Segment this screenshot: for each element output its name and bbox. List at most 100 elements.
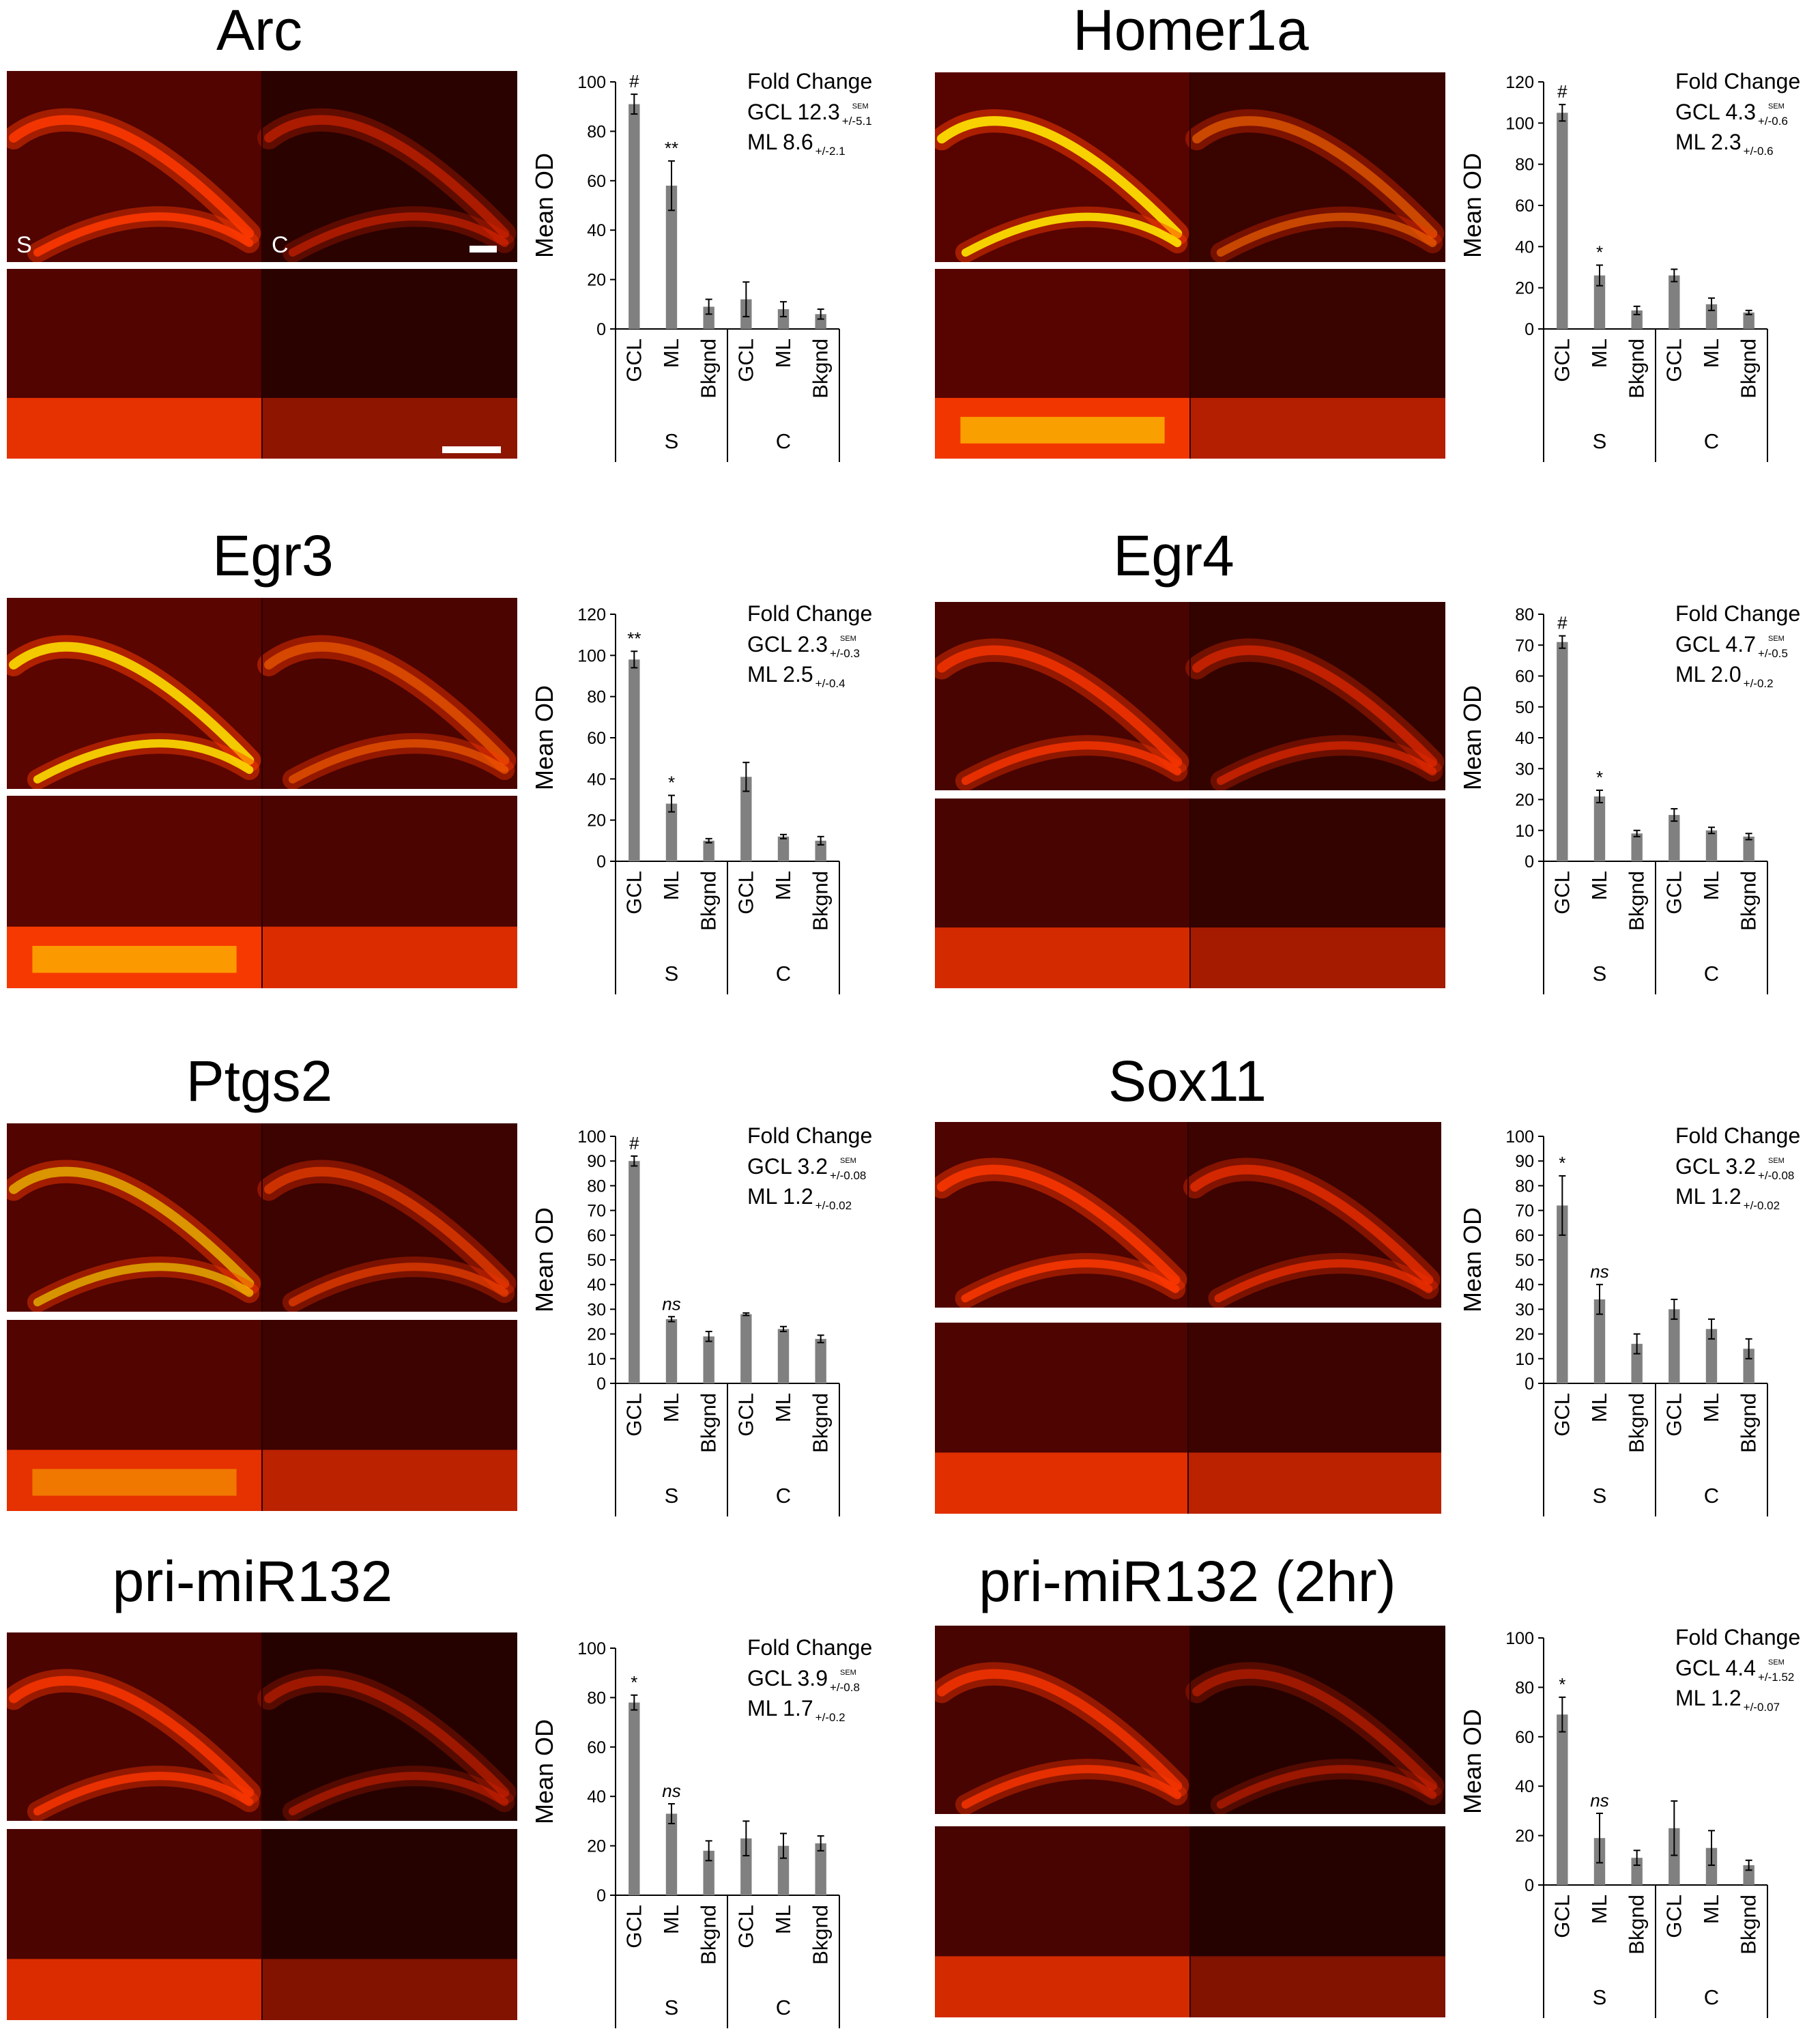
sem-label: SEM	[1768, 102, 1785, 111]
category-label: Bkgnd	[1625, 1393, 1649, 1453]
panel-title-pri-mir132-2hr: pri-miR132 (2hr)	[979, 1549, 1396, 1613]
category-label: ML	[771, 1905, 795, 1934]
bar	[815, 1843, 826, 1895]
category-label: ML	[1587, 339, 1611, 368]
category-label: GCL	[622, 871, 646, 915]
bar	[815, 1338, 826, 1383]
fold-change-sem: +/-0.07	[1744, 1701, 1780, 1714]
y-tick-label: 120	[1505, 73, 1534, 92]
stimulated-half	[7, 1123, 262, 1312]
y-tick-label: 30	[1515, 1300, 1534, 1319]
upper-blade	[937, 1669, 1183, 1791]
upper-blade	[937, 116, 1183, 239]
group-label: S	[665, 1996, 679, 2019]
category-label: ML	[1699, 871, 1723, 900]
fold-change-value: GCL 4.4	[1675, 1656, 1756, 1680]
significance-marker: #	[1557, 81, 1568, 102]
granule-cell-band	[7, 398, 262, 459]
micrograph-canvas	[7, 269, 517, 459]
category-label: GCL	[1662, 871, 1686, 915]
panel-title-ptgs2: Ptgs2	[186, 1049, 333, 1113]
y-tick-label: 100	[577, 1127, 606, 1147]
bar	[777, 1329, 790, 1383]
tissue-background	[262, 269, 517, 459]
stimulated-half	[935, 602, 1190, 790]
fold-change-heading: Fold Change	[1675, 601, 1800, 626]
hot-spot-band	[32, 1469, 237, 1496]
fold-change-heading: Fold Change	[747, 1123, 872, 1148]
category-label: GCL	[1662, 1895, 1686, 1938]
y-tick-label: 10	[1515, 1350, 1534, 1369]
lower-blade	[33, 739, 254, 783]
upper-blade	[1192, 116, 1438, 239]
fold-change-value: GCL 3.9	[747, 1666, 828, 1690]
micrograph-egr3-zoom	[7, 796, 517, 988]
category-label: Bkgnd	[697, 339, 721, 399]
y-tick-label: 20	[1515, 1325, 1534, 1344]
y-tick-label: 100	[1505, 1127, 1534, 1147]
category-label: GCL	[734, 1905, 757, 1948]
micrograph-pri-mir132-zoom	[7, 1829, 517, 2020]
category-label: ML	[659, 871, 683, 900]
fold-change-heading: Fold Change	[747, 601, 872, 626]
granule-cell-band	[935, 927, 1190, 988]
chart-svg: Mean OD 0 20 40 60 80 100 120 ** GCL * ML Bkgnd GCL ML…	[530, 601, 872, 994]
control-half	[257, 71, 517, 262]
y-tick-label: 0	[1525, 852, 1534, 872]
upper-blade	[937, 1164, 1181, 1285]
fold-change-sem: +/-0.5	[1758, 647, 1788, 660]
upper-blade	[264, 1675, 510, 1798]
y-tick-label: 100	[1505, 1629, 1534, 1648]
upper-blade	[9, 1675, 255, 1798]
stimulated-half	[935, 1826, 1190, 2017]
y-tick-label: 40	[1515, 1777, 1534, 1796]
bar	[740, 1838, 752, 1895]
y-tick-label: 90	[1515, 1152, 1534, 1171]
category-label: Bkgnd	[1625, 339, 1649, 399]
significance-marker: ns	[1590, 1790, 1608, 1811]
upper-blade	[264, 642, 510, 765]
tissue-background	[1190, 1826, 1445, 2017]
fold-change-heading: Fold Change	[747, 69, 872, 93]
category-label: Bkgnd	[697, 1905, 721, 1965]
y-tick-label: 50	[587, 1251, 606, 1270]
bar	[1557, 113, 1568, 329]
micrograph-pri-mir132-overview	[7, 1632, 517, 1821]
lower-blade	[288, 739, 509, 783]
y-tick-label: 100	[577, 1639, 606, 1658]
fold-change-heading: Fold Change	[747, 1635, 872, 1660]
significance-marker: *	[1559, 1674, 1565, 1695]
micrograph-ptgs2-overview	[7, 1123, 517, 1312]
stimulated-half	[935, 72, 1190, 262]
group-label: S	[665, 1484, 679, 1508]
bar	[703, 1850, 714, 1895]
scale-bar	[442, 446, 501, 453]
sem-label: SEM	[840, 1157, 856, 1165]
sem-label: SEM	[1768, 1157, 1785, 1165]
micrograph-ptgs2-zoom	[7, 1320, 517, 1511]
micrograph-egr3-overview	[7, 598, 517, 789]
control-half	[257, 1632, 517, 1821]
control-half	[1183, 1122, 1441, 1308]
y-tick-label: 40	[1515, 237, 1534, 257]
lower-blade	[33, 212, 254, 257]
significance-marker: #	[629, 71, 639, 91]
category-label: Bkgnd	[1737, 1393, 1761, 1453]
tissue-background	[262, 1829, 517, 2020]
micrograph-homer1a-overview	[935, 72, 1445, 262]
bar	[703, 840, 714, 861]
bar	[815, 314, 826, 329]
stimulated-half	[935, 269, 1190, 459]
bar	[629, 659, 640, 861]
bar	[1743, 836, 1754, 861]
micrograph-pri-mir132-2hr-zoom	[935, 1826, 1445, 2017]
micrograph-canvas	[935, 602, 1445, 790]
y-tick-label: 80	[1515, 156, 1534, 175]
sem-label: SEM	[840, 1669, 856, 1677]
fold-change-value: GCL 12.3	[747, 100, 840, 124]
fold-change-sem: +/-0.4	[815, 677, 846, 690]
bar-chart-homer1a: Mean OD 0 20 40 60 80 100 120 # GCL * ML Bkgnd GCL ML B…	[1447, 68, 1820, 478]
lower-blade	[961, 212, 1182, 257]
bar	[1593, 796, 1606, 861]
